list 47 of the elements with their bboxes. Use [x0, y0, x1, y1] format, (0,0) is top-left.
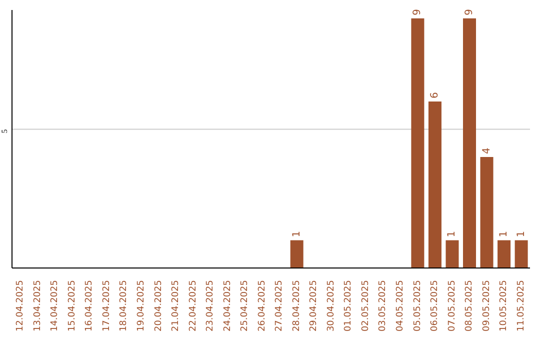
x-tick-label: 22.04.2025 — [188, 280, 198, 332]
x-tick-label: 11.05.2025 — [516, 280, 526, 332]
x-tick-label: 30.04.2025 — [326, 280, 336, 332]
bar — [480, 157, 494, 268]
x-tick-label: 24.04.2025 — [222, 280, 233, 332]
bar — [290, 240, 304, 268]
bar — [498, 240, 511, 268]
data-label: 6 — [429, 92, 440, 99]
x-tick-label: 20.04.2025 — [154, 280, 164, 332]
x-tick-label: 18.04.2025 — [119, 280, 130, 332]
x-tick-label: 29.04.2025 — [309, 280, 320, 332]
x-tick-label: 19.04.2025 — [136, 280, 146, 332]
bar — [514, 240, 528, 268]
x-tick-label: 23.04.2025 — [206, 280, 216, 332]
x-tick-label: 06.05.2025 — [430, 280, 440, 332]
x-tick-label: 16.04.2025 — [84, 280, 95, 332]
data-label: 9 — [464, 8, 476, 16]
x-tick-label: 25.04.2025 — [240, 280, 250, 332]
x-tick-label: 10.05.2025 — [499, 280, 510, 332]
x-tick-label: 07.05.2025 — [447, 280, 458, 332]
x-tick-label: 12.04.2025 — [16, 280, 26, 332]
x-tick-label: 17.04.2025 — [102, 280, 112, 332]
x-tick-label: 26.04.2025 — [257, 280, 268, 332]
data-label: 1 — [446, 230, 458, 238]
data-label: 1 — [498, 230, 510, 238]
bar — [446, 240, 459, 268]
x-tick-label: 28.04.2025 — [292, 280, 302, 332]
x-tick-label: 01.05.2025 — [344, 280, 354, 332]
x-tick-label: 27.04.2025 — [274, 280, 285, 332]
data-label: 1 — [291, 230, 302, 238]
data-label: 1 — [516, 230, 527, 238]
x-tick-label: 03.05.2025 — [378, 280, 388, 332]
x-tick-label: 14.04.2025 — [50, 280, 60, 332]
bar — [428, 102, 442, 268]
x-tick-label: 09.05.2025 — [482, 280, 492, 332]
data-label: 4 — [481, 148, 492, 154]
bar — [411, 18, 424, 268]
x-tick-label: 15.04.2025 — [67, 280, 78, 332]
bar — [463, 18, 476, 268]
x-tick-label: 21.04.2025 — [171, 280, 182, 332]
x-tick-label: 02.05.2025 — [360, 280, 371, 332]
x-tick-label: 08.05.2025 — [464, 280, 475, 332]
x-tick-label: 13.04.2025 — [32, 280, 43, 332]
x-tick-label: 05.05.2025 — [412, 280, 423, 332]
y-tick-label: 5 — [0, 129, 9, 134]
data-label: 9 — [412, 8, 424, 16]
x-tick-label: 04.05.2025 — [396, 280, 406, 332]
